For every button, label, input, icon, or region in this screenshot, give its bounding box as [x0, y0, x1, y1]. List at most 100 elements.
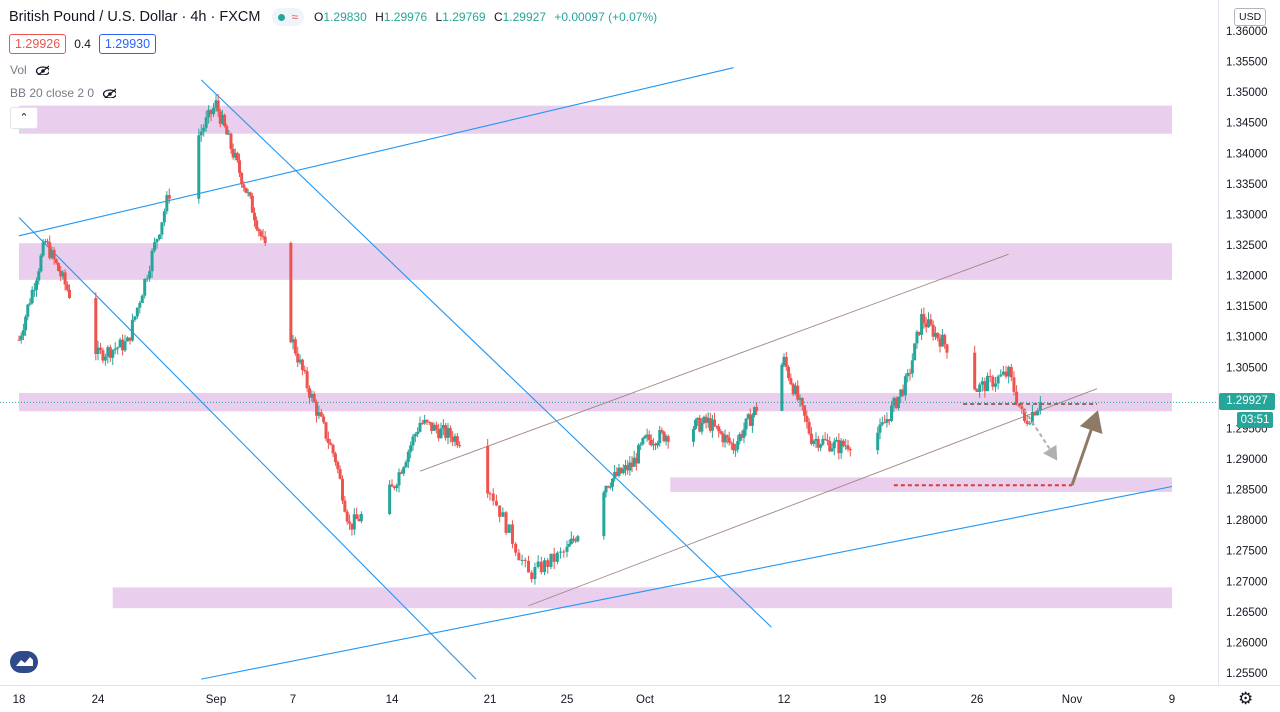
candle [660, 427, 664, 434]
candle [848, 447, 852, 457]
gear-icon[interactable]: ⚙ [1238, 689, 1254, 708]
candle [143, 278, 147, 299]
volume-indicator[interactable]: Vol [10, 63, 49, 77]
bar-countdown-label: 03:51 [1237, 412, 1273, 428]
candle [748, 408, 752, 427]
candle [572, 535, 575, 543]
tradingview-logo-icon[interactable] [10, 651, 38, 673]
zone-3[interactable] [670, 477, 1172, 493]
candle [26, 304, 30, 321]
candle [740, 430, 744, 441]
time-tick-label: Sep [206, 694, 226, 706]
candle [21, 323, 25, 341]
blue-trendline-0[interactable] [18, 67, 734, 237]
candle [427, 421, 431, 426]
candle [637, 443, 640, 464]
candle [899, 389, 903, 404]
candle [406, 449, 410, 469]
candle [448, 425, 452, 443]
candle [634, 453, 638, 471]
candle [782, 353, 786, 367]
channel-line-4[interactable] [419, 253, 1009, 472]
candle [906, 369, 910, 383]
candle [713, 412, 716, 427]
candle [841, 439, 845, 448]
candle [352, 508, 356, 536]
candle [123, 334, 127, 353]
header-sep: · [177, 9, 191, 25]
eye-off-icon[interactable] [102, 88, 117, 98]
zone-2[interactable] [19, 392, 1172, 412]
candle [562, 549, 566, 558]
price-tick-label: 1.29000 [1226, 454, 1268, 466]
interval-label[interactable]: 4h [190, 9, 207, 25]
candle [727, 431, 731, 446]
candle [805, 410, 809, 429]
time-axis[interactable]: 18 24 Sep 7 14 21 25 Oct 12 19 26 Nov 9 [13, 694, 1176, 706]
spread-value: 0.4 [74, 37, 91, 51]
projection-arrow-down[interactable] [1023, 409, 1058, 461]
candle [812, 439, 816, 447]
candle [209, 109, 213, 122]
candle [133, 316, 137, 322]
candle [617, 463, 621, 478]
candle [546, 557, 550, 574]
time-tick-label: Nov [1062, 694, 1083, 706]
candle [153, 237, 157, 253]
market-status[interactable]: ≈ [272, 8, 305, 26]
candle [706, 412, 710, 428]
sell-button[interactable]: 1.29926 [9, 34, 67, 54]
candle [402, 466, 406, 477]
candle [148, 265, 152, 282]
high-value: 1.29976 [383, 10, 428, 24]
blue-trendline-2[interactable] [18, 217, 477, 680]
candle [643, 434, 647, 439]
candle [734, 443, 738, 457]
candle [574, 537, 578, 544]
zone-4[interactable] [112, 587, 1172, 609]
volume-indicator-label: Vol [10, 63, 27, 77]
symbol-name[interactable]: British Pound / U.S. Dollar [9, 9, 178, 25]
candle [721, 431, 725, 448]
candle [1009, 363, 1013, 382]
bollinger-indicator[interactable]: BB 20 close 2 0 [10, 86, 117, 100]
projection-arrow-up[interactable] [1070, 410, 1103, 486]
candle [48, 235, 52, 260]
collapse-legend-button[interactable]: ⌃ [10, 107, 38, 129]
eye-off-icon[interactable] [35, 65, 49, 75]
candle [936, 332, 940, 342]
candle [753, 406, 757, 418]
candle [821, 435, 825, 447]
candle [514, 541, 518, 557]
buy-button[interactable]: 1.29930 [98, 34, 157, 54]
candle [1004, 365, 1008, 379]
blue-trendline-3[interactable] [201, 485, 1173, 680]
candle [106, 345, 110, 364]
candle [57, 262, 60, 272]
zone-0[interactable] [19, 105, 1172, 134]
candle [121, 334, 125, 356]
candle [894, 396, 898, 410]
candle [138, 300, 142, 314]
currency-button[interactable]: USD [1234, 8, 1267, 26]
candle [887, 419, 891, 426]
blue-trendline-1[interactable] [200, 79, 772, 628]
candle [787, 365, 791, 381]
candle [453, 433, 457, 447]
candle [517, 549, 521, 561]
channel-line-5[interactable] [528, 388, 1098, 607]
candle [343, 496, 347, 513]
candle [455, 432, 459, 448]
candle [832, 437, 836, 456]
candle [355, 507, 359, 520]
zone-1[interactable] [19, 243, 1172, 280]
candle [434, 421, 438, 434]
candle [37, 268, 41, 285]
candle [46, 238, 50, 245]
candle [157, 234, 161, 241]
candle [32, 282, 36, 298]
candle [52, 247, 56, 265]
price-axis[interactable]: 1.36000 1.35500 1.35000 1.34500 1.34000 1.335… [1226, 26, 1268, 680]
candle [1001, 365, 1005, 376]
